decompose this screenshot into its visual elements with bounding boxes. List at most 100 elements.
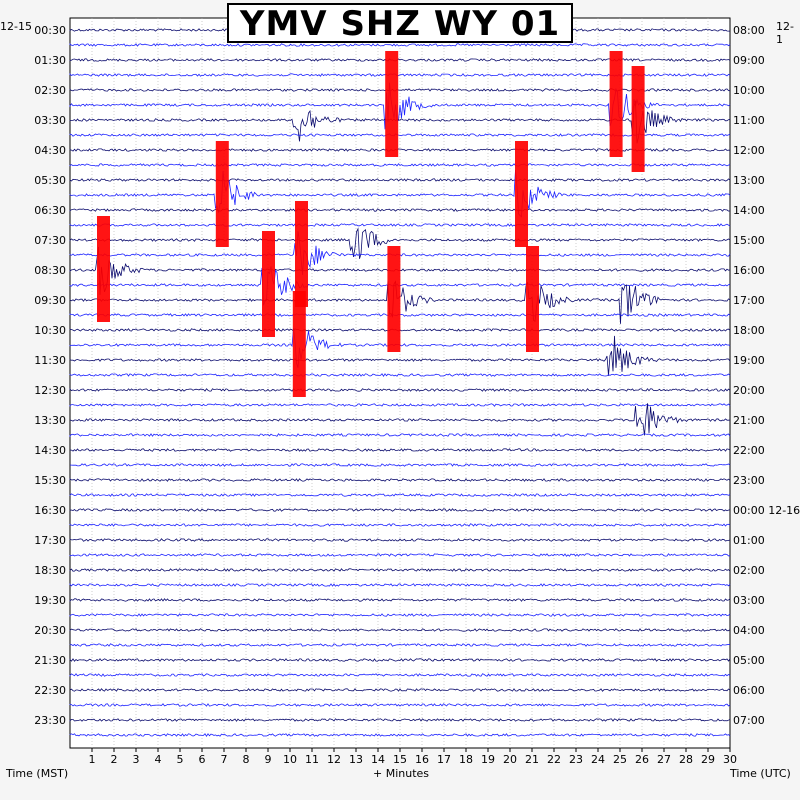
- right-time-label: 16:00: [733, 264, 765, 277]
- trace-line: [69, 403, 731, 407]
- x-tick-label: 5: [177, 753, 184, 766]
- trace-line: [69, 463, 731, 467]
- trace-line: [69, 703, 731, 707]
- trace-line: [69, 43, 731, 47]
- left-time-label: 08:30: [34, 264, 66, 277]
- right-time-label: 06:00: [733, 684, 765, 697]
- right-time-label: 00:00 12-16: [733, 504, 800, 517]
- right-time-label: 07:00: [733, 714, 765, 727]
- clipped-event-marker: [385, 51, 399, 157]
- left-time-label: 04:30: [34, 144, 66, 157]
- trace-line: [69, 613, 731, 617]
- left-time-label: 16:30: [34, 504, 66, 517]
- x-tick-label: 15: [393, 753, 407, 766]
- left-time-label: 02:30: [34, 84, 66, 97]
- trace-line: [69, 448, 731, 452]
- x-tick-label: 23: [569, 753, 583, 766]
- left-time-label: 06:30: [34, 204, 66, 217]
- left-time-label: 17:30: [34, 534, 66, 547]
- left-time-label: 01:30: [34, 54, 66, 67]
- trace-line: [69, 508, 731, 512]
- trace-line: [69, 628, 731, 632]
- left-time-label: 21:30: [34, 654, 66, 667]
- right-time-label: 11:00: [733, 114, 765, 127]
- right-time-label: 23:00: [733, 474, 765, 487]
- trace-line: [69, 553, 731, 557]
- trace-line: [69, 658, 731, 662]
- plot-frame: [69, 17, 731, 749]
- left-time-label: 05:30: [34, 174, 66, 187]
- right-time-label: 10:00: [733, 84, 765, 97]
- trace-line: [69, 538, 731, 542]
- clipped-event-marker: [515, 141, 528, 247]
- clipped-event-marker: [295, 201, 308, 307]
- trace-line: [69, 673, 731, 677]
- clipped-event-marker: [609, 51, 623, 157]
- x-tick-label: 11: [305, 753, 319, 766]
- x-tick-label: 20: [503, 753, 517, 766]
- left-time-label: 10:30: [34, 324, 66, 337]
- date-left-label: 12-15: [0, 20, 32, 33]
- trace-line: [69, 169, 731, 218]
- clipped-event-marker: [97, 216, 110, 322]
- clipped-event-marker: [215, 141, 229, 247]
- x-tick-label: 18: [459, 753, 473, 766]
- right-time-label: 17:00: [733, 294, 765, 307]
- right-time-label: 14:00: [733, 204, 765, 217]
- x-tick-label: 30: [723, 753, 737, 766]
- x-tick-label: 1: [89, 753, 96, 766]
- trace-line: [69, 523, 731, 527]
- left-time-label: 07:30: [34, 234, 66, 247]
- left-time-label: 20:30: [34, 624, 66, 637]
- right-time-label: 15:00: [733, 234, 765, 247]
- trace-line: [69, 493, 731, 497]
- right-time-label: 03:00: [733, 594, 765, 607]
- right-time-label: 08:00: [733, 24, 765, 37]
- right-time-label: 18:00: [733, 324, 765, 337]
- left-time-label: 09:30: [34, 294, 66, 307]
- x-tick-label: 3: [133, 753, 140, 766]
- right-time-label: 20:00: [733, 384, 765, 397]
- x-tick-label: 22: [547, 753, 561, 766]
- clipped-event-marker: [292, 291, 306, 397]
- x-tick-label: 9: [265, 753, 272, 766]
- x-tick-label: 12: [327, 753, 341, 766]
- trace-line: [69, 598, 731, 602]
- date-right-label: 12-1: [776, 20, 794, 46]
- x-tick-label: 6: [199, 753, 206, 766]
- right-time-label: 05:00: [733, 654, 765, 667]
- right-axis-caption: Time (UTC): [730, 767, 791, 780]
- x-tick-label: 21: [525, 753, 539, 766]
- left-time-label: 11:30: [34, 354, 66, 367]
- x-tick-label: 10: [283, 753, 297, 766]
- trace-line: [69, 403, 731, 436]
- left-time-label: 23:30: [34, 714, 66, 727]
- left-time-label: 03:30: [34, 114, 66, 127]
- trace-line: [69, 718, 731, 722]
- x-tick-label: 4: [155, 753, 162, 766]
- right-time-label: 09:00: [733, 54, 765, 67]
- x-tick-label: 7: [221, 753, 228, 766]
- right-time-label: 12:00: [733, 144, 765, 157]
- x-tick-label: 8: [243, 753, 250, 766]
- trace-line: [69, 227, 731, 259]
- x-tick-label: 29: [701, 753, 715, 766]
- right-time-label: 01:00: [733, 534, 765, 547]
- trace-line: [69, 335, 731, 376]
- chart-title: YMV SHZ WY 01: [227, 3, 573, 43]
- clipped-event-marker: [526, 246, 539, 352]
- right-time-label: 02:00: [733, 564, 765, 577]
- x-tick-label: 14: [371, 753, 385, 766]
- clipped-event-marker: [387, 246, 401, 352]
- left-time-label: 13:30: [34, 414, 66, 427]
- left-time-label: 19:30: [34, 594, 66, 607]
- left-time-label: 00:30: [34, 24, 66, 37]
- trace-line: [69, 387, 731, 392]
- x-tick-label: 16: [415, 753, 429, 766]
- left-time-label: 14:30: [34, 444, 66, 457]
- x-tick-label: 13: [349, 753, 363, 766]
- trace-line: [69, 643, 731, 647]
- trace-line: [69, 208, 731, 212]
- trace-line: [69, 568, 731, 572]
